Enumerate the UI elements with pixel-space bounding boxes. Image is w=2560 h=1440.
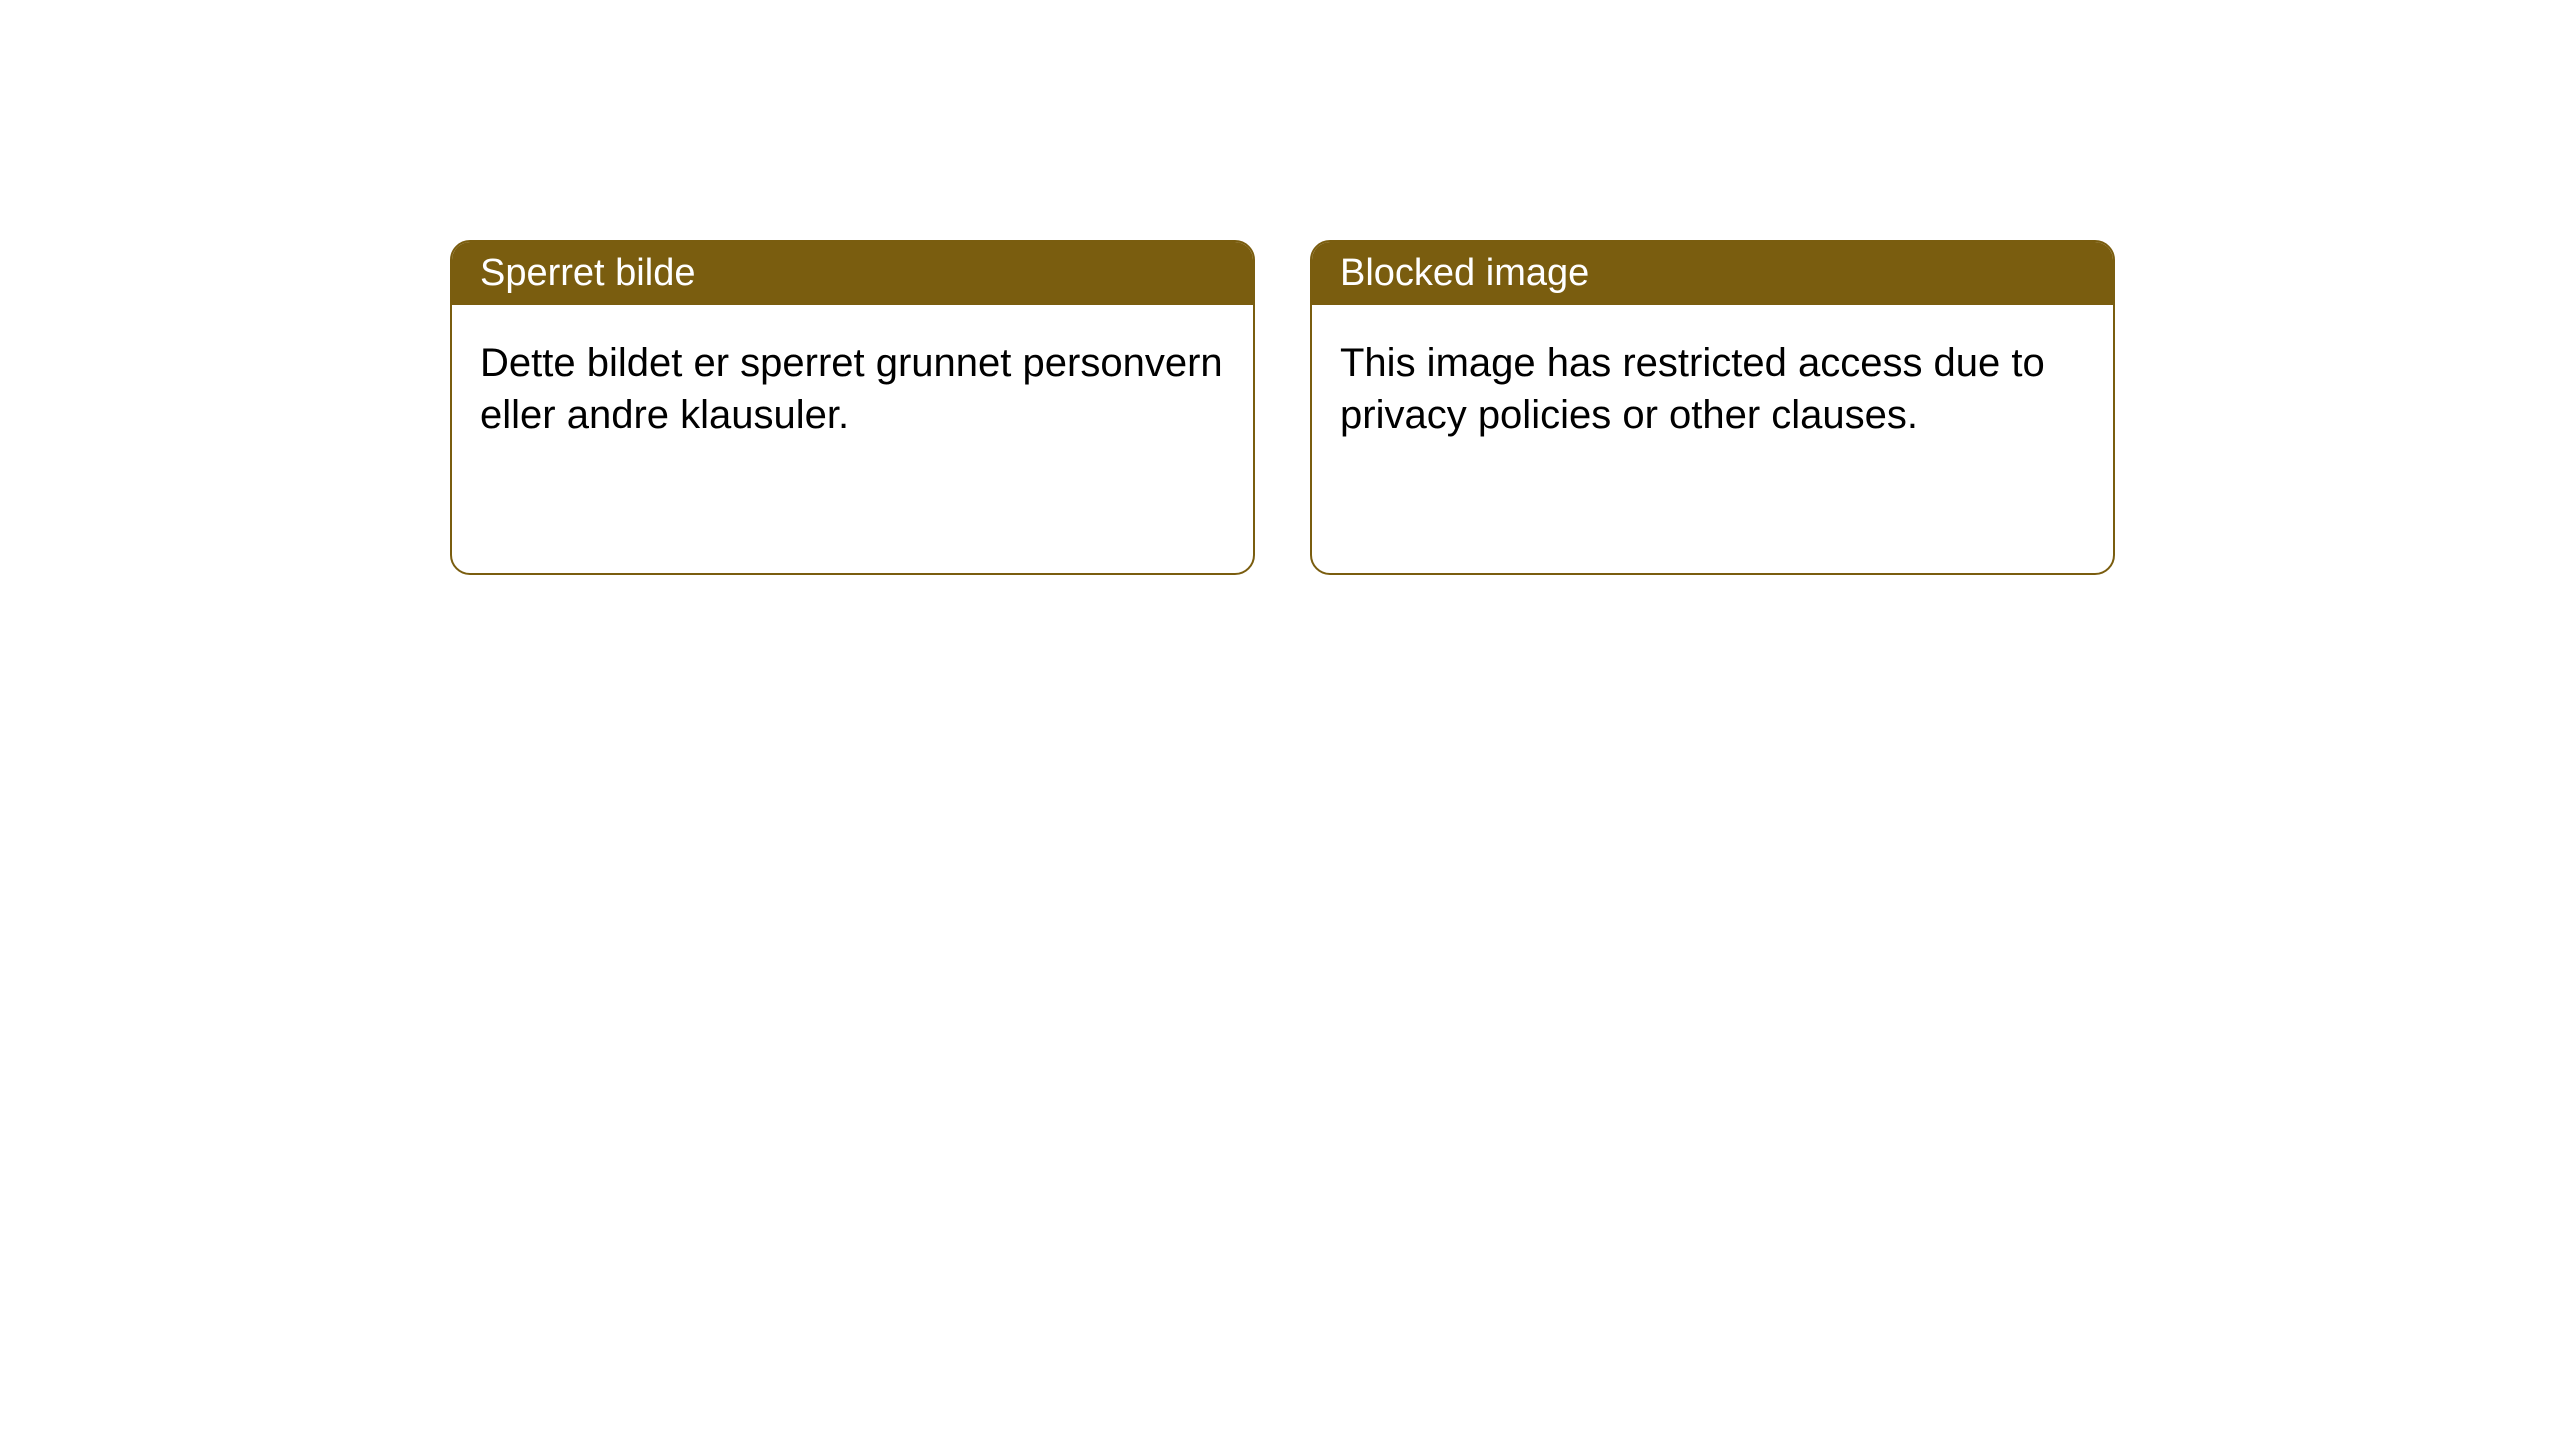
notice-body: This image has restricted access due to …: [1312, 305, 2113, 473]
notice-container: Sperret bilde Dette bildet er sperret gr…: [450, 240, 2115, 575]
notice-text: This image has restricted access due to …: [1340, 341, 2045, 437]
notice-card-english: Blocked image This image has restricted …: [1310, 240, 2115, 575]
notice-header: Sperret bilde: [452, 242, 1253, 305]
notice-body: Dette bildet er sperret grunnet personve…: [452, 305, 1253, 473]
notice-text: Dette bildet er sperret grunnet personve…: [480, 341, 1223, 437]
notice-title: Sperret bilde: [480, 252, 695, 294]
notice-header: Blocked image: [1312, 242, 2113, 305]
notice-card-norwegian: Sperret bilde Dette bildet er sperret gr…: [450, 240, 1255, 575]
notice-title: Blocked image: [1340, 252, 1589, 294]
